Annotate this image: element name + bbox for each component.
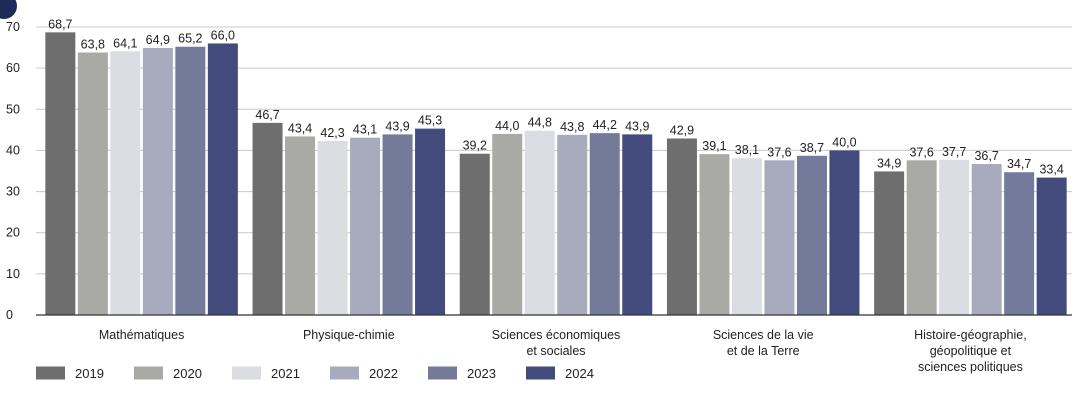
- y-tick-label: 70: [6, 20, 20, 34]
- data-label: 37,7: [942, 145, 966, 159]
- y-tick-label: 40: [6, 143, 20, 157]
- legend-label: 2023: [467, 366, 496, 381]
- legend-swatch-2019: [36, 366, 65, 380]
- data-label: 65,2: [178, 32, 202, 46]
- category-label: et sociales: [526, 344, 585, 358]
- bar-2020: [906, 160, 937, 315]
- bar-2020: [492, 133, 523, 315]
- y-tick-label: 0: [6, 308, 13, 322]
- bar-2023: [1004, 172, 1035, 315]
- category-label: Sciences économiques: [492, 328, 621, 342]
- data-label: 42,3: [320, 126, 344, 140]
- category-label: Sciences de la vie: [713, 328, 814, 342]
- data-label: 44,2: [593, 118, 617, 132]
- data-label: 37,6: [767, 145, 791, 159]
- bar-2019: [666, 138, 697, 315]
- data-label: 34,7: [1007, 157, 1031, 171]
- bar-2021: [110, 51, 141, 315]
- data-label: 38,7: [800, 141, 824, 155]
- category-label: Histoire-géographie,: [914, 328, 1027, 342]
- data-label: 39,1: [702, 139, 726, 153]
- category-label: Physique-chimie: [303, 328, 395, 342]
- data-label: 43,4: [288, 121, 312, 135]
- data-label: 42,9: [670, 123, 694, 137]
- data-label: 64,9: [146, 33, 170, 47]
- bar-2022: [350, 137, 381, 315]
- data-label: 45,3: [418, 114, 442, 128]
- data-label: 63,8: [81, 38, 105, 52]
- data-label: 33,4: [1039, 163, 1063, 177]
- bar-2019: [252, 122, 283, 315]
- data-label: 39,2: [463, 139, 487, 153]
- bar-2022: [142, 47, 173, 316]
- bar-2024: [415, 128, 446, 315]
- bar-2020: [285, 136, 316, 315]
- bar-2023: [382, 134, 413, 315]
- data-label: 66,0: [211, 28, 235, 42]
- category-label: Mathématiques: [99, 328, 184, 342]
- bar-2023: [175, 46, 206, 316]
- y-tick-label: 50: [6, 102, 20, 116]
- data-label: 38,1: [735, 143, 759, 157]
- bar-2024: [829, 150, 860, 315]
- data-label: 44,0: [495, 119, 519, 133]
- bar-2020: [77, 52, 108, 315]
- legend-label: 2022: [369, 366, 398, 381]
- legend-label: 2024: [565, 366, 594, 381]
- data-label: 36,7: [974, 149, 998, 163]
- title-marker-icon: [0, 0, 17, 19]
- y-tick-label: 30: [6, 185, 20, 199]
- bar-2022: [557, 134, 588, 315]
- bar-2024: [207, 43, 238, 315]
- bar-2019: [874, 171, 905, 315]
- bar-2019: [459, 153, 490, 315]
- data-label: 68,7: [48, 17, 72, 31]
- bar-2020: [699, 154, 730, 315]
- bar-2022: [764, 160, 795, 315]
- y-tick-label: 20: [6, 226, 20, 240]
- data-label: 46,7: [255, 108, 279, 122]
- data-label: 40,0: [832, 135, 856, 149]
- data-label: 43,9: [385, 119, 409, 133]
- data-label: 43,9: [625, 119, 649, 133]
- category-label: et de la Terre: [727, 344, 800, 358]
- data-label: 34,9: [877, 156, 901, 170]
- legend-swatch-2022: [330, 366, 359, 380]
- bar-2023: [796, 155, 827, 315]
- y-tick-label: 10: [6, 267, 20, 281]
- data-label: 37,6: [909, 145, 933, 159]
- legend-label: 2021: [271, 366, 300, 381]
- bar-2021: [524, 130, 555, 315]
- data-label: 44,8: [528, 116, 552, 130]
- y-tick-label: 60: [6, 61, 20, 75]
- data-label: 43,8: [560, 120, 584, 134]
- bar-2023: [589, 133, 620, 315]
- data-label: 64,1: [113, 36, 137, 50]
- data-label: 43,1: [353, 123, 377, 137]
- bar-2024: [1036, 177, 1067, 315]
- bar-2024: [622, 134, 653, 315]
- bar-2021: [731, 158, 762, 315]
- category-label: géopolitique et: [930, 344, 1012, 358]
- bar-2021: [317, 140, 348, 315]
- legend-label: 2020: [173, 366, 202, 381]
- category-label: sciences politiques: [918, 360, 1023, 374]
- legend-swatch-2020: [134, 366, 163, 380]
- legend-swatch-2023: [428, 366, 457, 380]
- bar-2019: [45, 32, 76, 315]
- legend-swatch-2021: [232, 366, 261, 380]
- legend-label: 2019: [75, 366, 104, 381]
- legend-swatch-2024: [526, 366, 555, 380]
- bar-2021: [939, 159, 970, 315]
- bar-2022: [971, 164, 1002, 315]
